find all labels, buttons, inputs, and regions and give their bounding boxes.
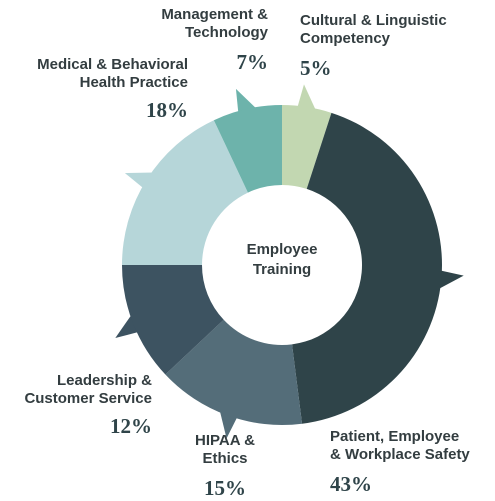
donut-segment	[213, 105, 282, 193]
callout-pointer	[235, 88, 257, 114]
segment-label: Management & Technology	[161, 6, 268, 41]
donut-segment	[165, 319, 303, 425]
callout-pointer	[297, 84, 317, 111]
value-label: 5%	[300, 56, 332, 80]
center-label: Employee Training	[246, 241, 318, 278]
value-label: 12%	[110, 414, 152, 438]
segment-label: Cultural & Linguistic Competency	[300, 12, 447, 47]
segment-label: Medical & Behavioral Health Practice	[37, 56, 188, 91]
callout-pointer	[124, 172, 154, 189]
donut-segment	[282, 105, 332, 189]
segment-label: Patient, Employee & Workplace Safety	[330, 428, 470, 463]
callout-pointer	[438, 270, 464, 290]
segment-label: Leadership & Customer Service	[24, 372, 152, 407]
donut-segment	[122, 265, 224, 375]
value-label: 15%	[204, 476, 246, 500]
donut-segment	[122, 120, 248, 266]
value-label: 7%	[236, 50, 269, 74]
value-label: 43%	[330, 472, 372, 496]
donut-segment	[292, 112, 443, 424]
segment-label: HIPAA & Ethics	[195, 432, 255, 467]
value-label: 18%	[146, 98, 188, 122]
